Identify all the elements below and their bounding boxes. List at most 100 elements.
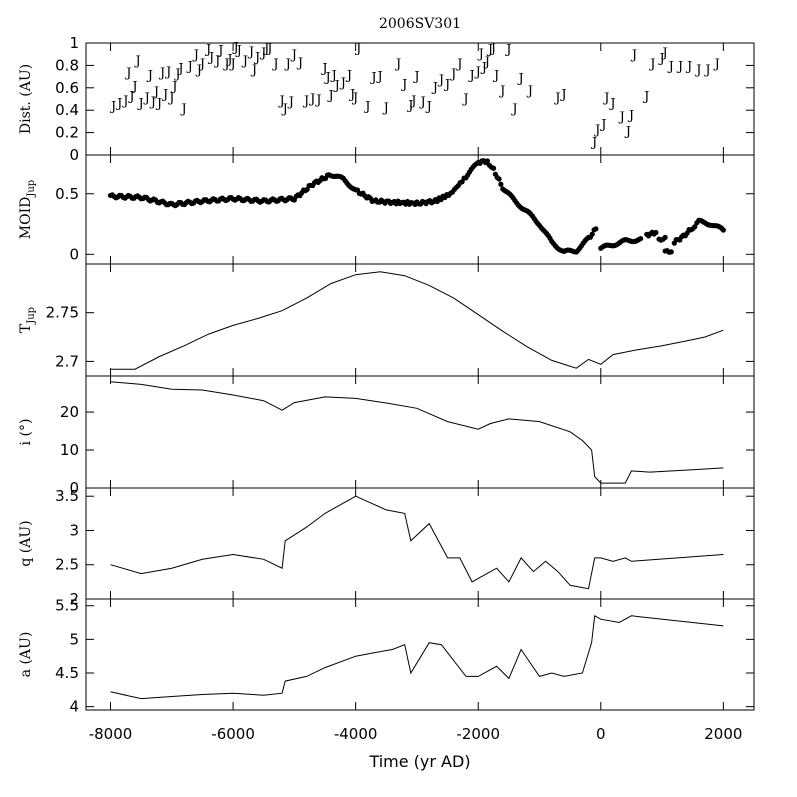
dist-point: J bbox=[661, 46, 668, 61]
dist-point: J bbox=[667, 59, 674, 74]
dist-point: J bbox=[480, 61, 487, 76]
dist-point: J bbox=[526, 84, 533, 99]
dist-point: J bbox=[657, 52, 664, 67]
y-axis-label-moid: MOIDJup bbox=[18, 180, 37, 239]
x-tick-label: 2000 bbox=[704, 725, 742, 743]
dist-point: J bbox=[685, 59, 692, 74]
dist-point: J bbox=[630, 48, 637, 63]
y-axis-label-q: q (AU) bbox=[18, 520, 34, 566]
y-tick-label: 2.5 bbox=[55, 556, 79, 574]
dist-point: J bbox=[271, 57, 278, 72]
y-tick-label: 1 bbox=[69, 34, 79, 52]
dist-point: J bbox=[348, 87, 355, 102]
dist-point: J bbox=[124, 66, 131, 81]
y-tick-label: 5 bbox=[69, 630, 79, 648]
x-tick-label: -2000 bbox=[456, 725, 500, 743]
dist-point: J bbox=[486, 43, 493, 58]
dist-point: J bbox=[198, 57, 205, 72]
dist-point: J bbox=[133, 54, 140, 69]
panel-frame bbox=[85, 487, 755, 600]
dist-point: J bbox=[437, 73, 444, 88]
moid-point bbox=[653, 229, 659, 236]
y-tick-label: 3 bbox=[69, 521, 79, 539]
dist-point: J bbox=[179, 102, 186, 117]
dist-point: J bbox=[213, 54, 220, 69]
y-tick-label: 0 bbox=[69, 479, 79, 497]
x-tick-label: -6000 bbox=[211, 725, 255, 743]
dist-point: J bbox=[443, 77, 450, 92]
dist-point: J bbox=[192, 48, 199, 63]
dist-point: J bbox=[143, 91, 150, 106]
dist-point: J bbox=[593, 123, 600, 138]
dist-point: J bbox=[228, 57, 235, 72]
dist-point: J bbox=[369, 71, 376, 86]
y-tick-label: 5.5 bbox=[55, 597, 79, 615]
dist-point: J bbox=[333, 78, 340, 93]
series-line-q bbox=[110, 495, 724, 590]
dist-point: J bbox=[510, 102, 517, 117]
y-tick-label: 4.5 bbox=[55, 664, 79, 682]
dist-point: J bbox=[354, 41, 361, 56]
dist-point: J bbox=[517, 72, 524, 87]
dist-point: J bbox=[608, 96, 615, 111]
dist-point: J bbox=[302, 94, 309, 109]
dist-point: J bbox=[278, 94, 285, 109]
dist-point: J bbox=[648, 57, 655, 72]
dist-point: J bbox=[642, 90, 649, 105]
dist-point: J bbox=[109, 100, 116, 115]
dist-point: J bbox=[412, 69, 419, 84]
dist-point: J bbox=[323, 71, 330, 86]
dist-point: J bbox=[624, 124, 631, 139]
dist-point: J bbox=[296, 56, 303, 71]
series-line-tjup bbox=[110, 271, 724, 370]
dist-point: J bbox=[345, 68, 352, 83]
dist-point: J bbox=[290, 48, 297, 63]
panel-a: 4 4.5 5 5.5 a (AU) bbox=[18, 597, 755, 716]
dist-point: J bbox=[164, 65, 171, 80]
dist-point: J bbox=[382, 101, 389, 116]
dist-point: J bbox=[253, 50, 260, 65]
y-axis-label-a: a (AU) bbox=[18, 632, 34, 678]
moid-point bbox=[589, 231, 595, 237]
dist-point: J bbox=[467, 68, 474, 83]
dist-point: J bbox=[250, 63, 257, 78]
dist-point: J bbox=[418, 95, 425, 110]
dist-point: J bbox=[400, 77, 407, 92]
dist-point: J bbox=[713, 57, 720, 72]
y-axis-label-incl: i (°) bbox=[18, 419, 34, 446]
dist-point: J bbox=[477, 47, 484, 62]
dist-point: J bbox=[327, 89, 334, 104]
y-tick-label: 2 bbox=[69, 590, 79, 608]
y-tick-label: 0.6 bbox=[55, 79, 79, 97]
y-tick-label: 0 bbox=[69, 245, 79, 263]
dist-point: J bbox=[694, 63, 701, 78]
moid-point bbox=[490, 165, 497, 171]
moid-point bbox=[638, 235, 644, 242]
y-tick-label: 20 bbox=[60, 403, 79, 421]
x-axis-label: Time (yr AD) bbox=[368, 752, 470, 771]
dist-point: J bbox=[409, 94, 416, 109]
dist-point: J bbox=[376, 69, 383, 84]
dist-point: J bbox=[449, 67, 456, 82]
dist-point: J bbox=[262, 41, 269, 56]
dist-point: J bbox=[599, 118, 606, 133]
moid-point bbox=[498, 181, 504, 187]
dist-point: J bbox=[170, 80, 177, 95]
dist-point: J bbox=[127, 90, 134, 105]
dist-point: J bbox=[559, 87, 566, 102]
dist-point: J bbox=[216, 44, 223, 59]
x-axis: -8000 -6000 -4000 -2000 0 2000 bbox=[89, 725, 743, 743]
dist-point: J bbox=[259, 46, 266, 61]
dist-point: J bbox=[394, 57, 401, 72]
dist-point: J bbox=[590, 136, 597, 151]
dist-point: J bbox=[176, 62, 183, 77]
dist-point: J bbox=[461, 92, 468, 107]
panel-frame bbox=[85, 375, 755, 489]
y-tick-label: 0.5 bbox=[55, 185, 79, 203]
dist-point: J bbox=[222, 57, 229, 72]
dist-point: J bbox=[173, 67, 180, 82]
dist-point: J bbox=[492, 68, 499, 83]
y-tick-label: 0.4 bbox=[55, 101, 79, 119]
